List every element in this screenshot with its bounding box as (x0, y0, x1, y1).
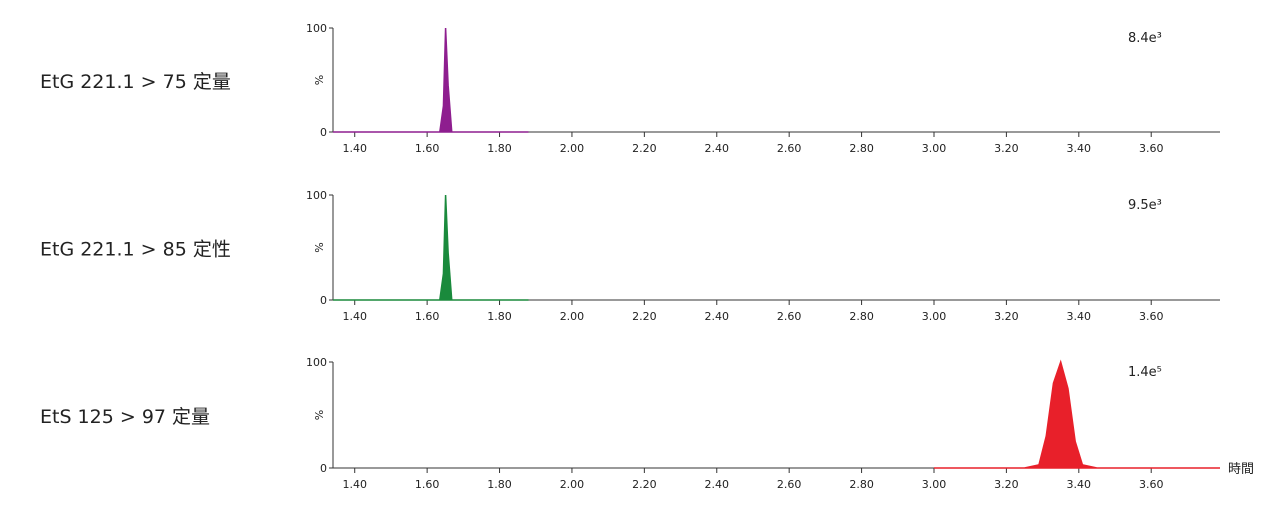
x-tick-label: 3.20 (994, 142, 1019, 155)
x-tick-label: 2.40 (705, 478, 730, 491)
x-tick-label: 1.80 (487, 478, 512, 491)
x-tick-label: 3.60 (1139, 142, 1164, 155)
x-tick-label: 2.60 (777, 478, 802, 491)
x-tick-label: 2.80 (849, 142, 874, 155)
y-tick-label: 100 (306, 356, 327, 369)
x-tick-label: 3.40 (1067, 478, 1092, 491)
y-tick-label: 0 (320, 462, 327, 475)
x-tick-label: 2.60 (777, 142, 802, 155)
peak-trace (333, 194, 529, 301)
x-tick-label: 3.60 (1139, 478, 1164, 491)
x-tick-label: 1.60 (415, 478, 440, 491)
x-tick-label: 3.20 (994, 478, 1019, 491)
y-tick-label: 100 (306, 189, 327, 202)
x-tick-label: 3.00 (922, 478, 947, 491)
x-tick-label: 1.40 (342, 478, 367, 491)
x-tick-label: 3.20 (994, 310, 1019, 323)
x-tick-label: 2.00 (560, 478, 585, 491)
x-tick-label: 3.40 (1067, 142, 1092, 155)
intensity: 9.5e³ (1128, 198, 1162, 213)
x-tick-label: 2.40 (705, 310, 730, 323)
x-tick-label: 1.60 (415, 310, 440, 323)
y-tick-label: 100 (306, 22, 327, 35)
x-tick-label: 2.20 (632, 478, 657, 491)
x-tick-label: 1.60 (415, 142, 440, 155)
chart-label: EtG 221.1 > 75 定量 (40, 71, 231, 93)
x-tick-label: 1.80 (487, 142, 512, 155)
x-tick-label: 3.00 (922, 310, 947, 323)
x-tick-label: 2.20 (632, 310, 657, 323)
x-tick-label: 2.40 (705, 142, 730, 155)
x-tick-label: 2.00 (560, 142, 585, 155)
peak-trace (933, 359, 1220, 469)
peak-trace (333, 27, 529, 133)
x-tick-label: 3.40 (1067, 310, 1092, 323)
x-tick-label: 2.80 (849, 310, 874, 323)
x-tick-label: 2.20 (632, 142, 657, 155)
y-label: % (313, 75, 326, 85)
y-tick-label: 0 (320, 294, 327, 307)
intensity: 1.4e⁵ (1128, 365, 1162, 380)
x-label: 時間 (1228, 462, 1254, 477)
intensity: 8.4e³ (1128, 31, 1162, 46)
x-tick-label: 2.00 (560, 310, 585, 323)
y-label: % (313, 410, 326, 420)
x-tick-label: 2.60 (777, 310, 802, 323)
x-tick-label: 3.60 (1139, 310, 1164, 323)
x-tick-label: 1.40 (342, 142, 367, 155)
chart-label: EtG 221.1 > 85 定性 (40, 239, 231, 261)
chart-label: EtS 125 > 97 定量 (40, 406, 210, 428)
x-tick-label: 1.80 (487, 310, 512, 323)
y-label: % (313, 242, 326, 252)
y-tick-label: 0 (320, 126, 327, 139)
x-tick-label: 3.00 (922, 142, 947, 155)
x-tick-label: 1.40 (342, 310, 367, 323)
x-tick-label: 2.80 (849, 478, 874, 491)
